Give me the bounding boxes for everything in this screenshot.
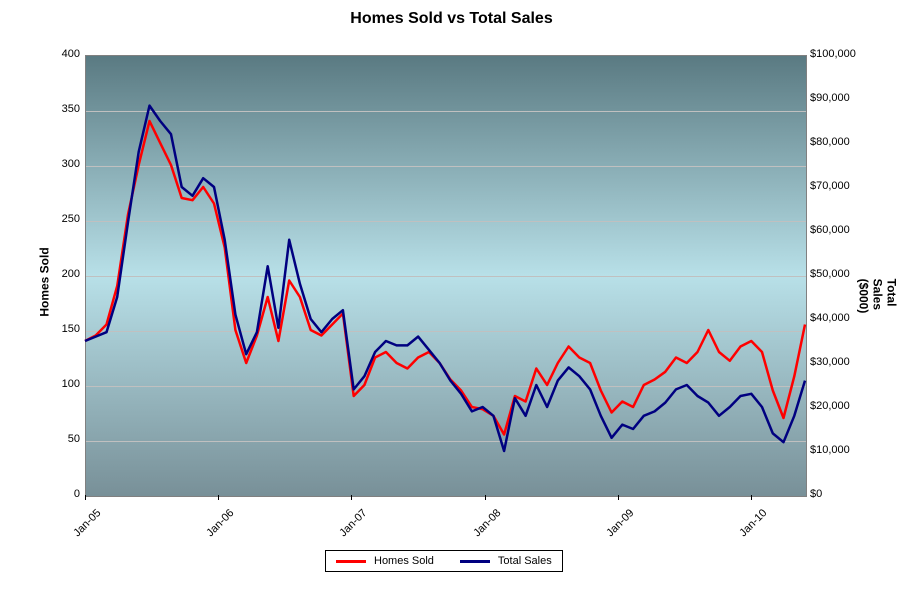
y-axis-right-title: Total Sales ($000): [856, 279, 898, 314]
y-left-tick: 0: [40, 488, 80, 500]
chart-container: Homes Sold vs Total Sales 05010015020025…: [10, 10, 893, 605]
plot-area: [85, 55, 807, 497]
legend-swatch-total-sales: [460, 560, 490, 563]
y-right-tick: $20,000: [810, 400, 850, 412]
y-right-tick: $10,000: [810, 444, 850, 456]
gridline: [86, 441, 806, 442]
x-tick: Jan-10: [719, 507, 770, 558]
legend-label-homes-sold: Homes Sold: [374, 555, 434, 567]
y-right-tick: $30,000: [810, 356, 850, 368]
x-tick: Jan-05: [53, 507, 104, 558]
gridline: [86, 331, 806, 332]
y-right-tick: $100,000: [810, 48, 856, 60]
gridline: [86, 111, 806, 112]
gridline: [86, 276, 806, 277]
gridline: [86, 221, 806, 222]
y-right-tick: $70,000: [810, 180, 850, 192]
y-right-tick: $0: [810, 488, 822, 500]
gridline: [86, 386, 806, 387]
x-tick: Jan-09: [585, 507, 636, 558]
y-left-tick: 100: [40, 378, 80, 390]
y-left-tick: 250: [40, 213, 80, 225]
y-axis-left-title: Homes Sold: [38, 247, 52, 316]
y-right-tick: $40,000: [810, 312, 850, 324]
y-left-tick: 150: [40, 323, 80, 335]
legend: Homes Sold Total Sales: [325, 550, 563, 572]
legend-swatch-homes-sold: [336, 560, 366, 563]
y-right-tick: $80,000: [810, 136, 850, 148]
y-right-tick: $90,000: [810, 92, 850, 104]
chart-title: Homes Sold vs Total Sales: [10, 10, 893, 28]
legend-label-total-sales: Total Sales: [498, 555, 552, 567]
y-left-tick: 50: [40, 433, 80, 445]
y-right-tick: $60,000: [810, 224, 850, 236]
y-left-tick: 400: [40, 48, 80, 60]
gridline: [86, 166, 806, 167]
y-left-tick: 300: [40, 158, 80, 170]
y-left-tick: 350: [40, 103, 80, 115]
x-tick: Jan-06: [186, 507, 237, 558]
y-right-tick: $50,000: [810, 268, 850, 280]
